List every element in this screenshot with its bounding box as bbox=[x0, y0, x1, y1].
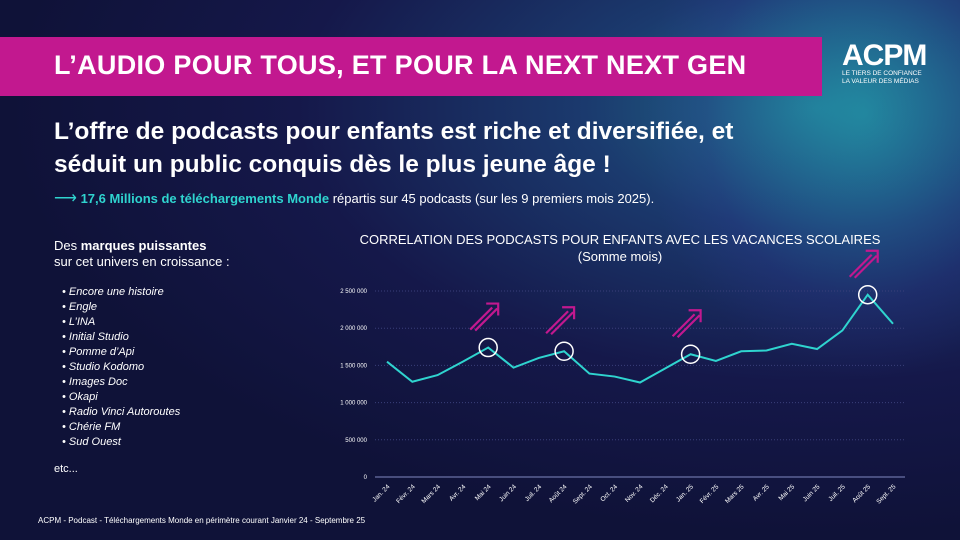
highlight-circle bbox=[857, 284, 878, 305]
x-tick-label: Avr. 24 bbox=[448, 483, 467, 502]
x-tick-label: Mars 25 bbox=[724, 483, 746, 505]
brand-item: • Initial Studio bbox=[62, 331, 129, 343]
brand-item: • Sud Ouest bbox=[62, 436, 121, 448]
brand-item: • Okapi bbox=[62, 391, 98, 403]
brand-item: • Chérie FM bbox=[62, 421, 121, 433]
brand-list: • Encore une histoire • Engle • L’INA • Ini… bbox=[62, 285, 302, 450]
title-banner: L’AUDIO POUR TOUS, ET POUR LA NEXT NEXT … bbox=[0, 37, 822, 96]
x-tick-label: Juil. 24 bbox=[524, 483, 544, 503]
chart-subtitle: (Somme mois) bbox=[577, 249, 663, 264]
footer-source: ACPM - Podcast - Téléchargements Monde e… bbox=[38, 516, 366, 525]
highlight-circle bbox=[680, 344, 701, 364]
logo-tagline: LA VALEUR DES MÉDIAS bbox=[842, 78, 919, 85]
x-tick-label: Sept. 24 bbox=[572, 483, 594, 505]
y-tick-label: 2 000 000 bbox=[340, 326, 367, 332]
data-line bbox=[386, 293, 894, 384]
x-tick-label: Mars 24 bbox=[420, 483, 442, 505]
brand-item: • Radio Vinci Autoroutes bbox=[62, 406, 181, 418]
highlight-circle bbox=[478, 337, 498, 358]
x-tick-label: Jan. 24 bbox=[371, 483, 391, 503]
x-tick-label: Sept. 25 bbox=[875, 483, 897, 505]
y-tick-label: 1 000 000 bbox=[340, 401, 367, 407]
brand-item: • Encore une histoire bbox=[62, 286, 164, 298]
x-tick-label: Mai 25 bbox=[777, 483, 796, 502]
trend-up-arrow-icon bbox=[469, 302, 500, 332]
brands-etc: etc... bbox=[54, 463, 78, 475]
x-tick-label: Févr. 25 bbox=[699, 483, 721, 505]
arrow-right-icon: ⟶ bbox=[54, 190, 77, 207]
y-tick-label: 2 500 000 bbox=[340, 289, 367, 295]
trend-up-arrow-icon bbox=[848, 249, 879, 279]
brands-line2: sur cet univers en croissance : bbox=[54, 254, 230, 269]
brand-item: • Pomme d’Api bbox=[62, 346, 135, 358]
brand-item: • L’INA bbox=[62, 316, 96, 328]
y-tick-label: 1 500 000 bbox=[340, 363, 367, 369]
logo-name: ACPM bbox=[842, 39, 927, 72]
brands-intro: Des marques puissantes sur cet univers e… bbox=[54, 238, 314, 270]
subline: ⟶ 17,6 Millions de téléchargements Monde… bbox=[54, 188, 934, 208]
headline: L’offre de podcasts pour enfants est ric… bbox=[54, 115, 934, 181]
x-tick-label: Mai 24 bbox=[474, 483, 493, 502]
x-tick-label: Jan. 25 bbox=[675, 483, 695, 503]
y-tick-label: 500 000 bbox=[345, 438, 367, 444]
logo-tagline: LE TIERS DE CONFIANCE bbox=[842, 70, 922, 77]
acpm-logo: ACPM LE TIERS DE CONFIANCE LA VALEUR DES… bbox=[842, 39, 942, 86]
x-tick-label: Juin 24 bbox=[498, 483, 518, 503]
subline-text: répartis sur 45 podcasts (sur les 9 prem… bbox=[329, 191, 655, 206]
x-tick-label: Juil. 25 bbox=[827, 483, 847, 503]
x-tick-label: Févr. 24 bbox=[395, 483, 417, 505]
banner-title: L’AUDIO POUR TOUS, ET POUR LA NEXT NEXT … bbox=[54, 50, 747, 80]
headline-line: séduit un public conquis dès le plus jeu… bbox=[54, 151, 611, 178]
chart-title-block: CORRELATION DES PODCASTS POUR ENFANTS AV… bbox=[330, 231, 910, 265]
y-tick-label: 0 bbox=[364, 475, 368, 481]
brands-bold: marques puissantes bbox=[80, 238, 207, 253]
subline-highlight: 17,6 Millions de téléchargements Monde bbox=[80, 191, 330, 206]
x-tick-label: Août 25 bbox=[851, 483, 872, 504]
chart-title: CORRELATION DES PODCASTS POUR ENFANTS AV… bbox=[359, 232, 881, 247]
trend-up-arrow-icon bbox=[545, 306, 576, 336]
x-tick-label: Août 24 bbox=[548, 483, 569, 504]
trend-up-arrow-icon bbox=[671, 309, 702, 339]
x-tick-label: Juin 25 bbox=[802, 483, 822, 503]
brand-item: • Images Doc bbox=[62, 376, 128, 388]
x-tick-label: Nov. 24 bbox=[624, 483, 645, 504]
headline-line: L’offre de podcasts pour enfants est ric… bbox=[54, 118, 734, 145]
x-tick-label: Déc. 24 bbox=[649, 483, 670, 504]
x-tick-label: Avr. 25 bbox=[752, 483, 771, 502]
x-tick-label: Oct. 24 bbox=[599, 483, 619, 503]
highlight-circle bbox=[554, 341, 574, 362]
brand-item: • Studio Kodomo bbox=[62, 361, 145, 373]
brands-prefix: Des bbox=[54, 238, 81, 253]
brand-item: • Engle bbox=[62, 301, 98, 313]
